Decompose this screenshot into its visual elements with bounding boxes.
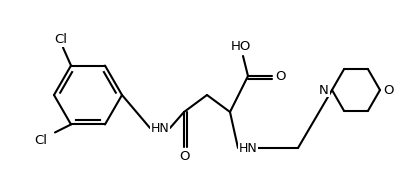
Text: HN: HN: [151, 122, 169, 135]
Text: Cl: Cl: [55, 33, 67, 46]
Text: N: N: [319, 84, 329, 97]
Text: HN: HN: [239, 142, 257, 154]
Text: O: O: [383, 84, 393, 97]
Text: O: O: [275, 70, 285, 84]
Text: Cl: Cl: [34, 134, 47, 147]
Text: HO: HO: [231, 40, 251, 53]
Text: O: O: [180, 149, 190, 163]
